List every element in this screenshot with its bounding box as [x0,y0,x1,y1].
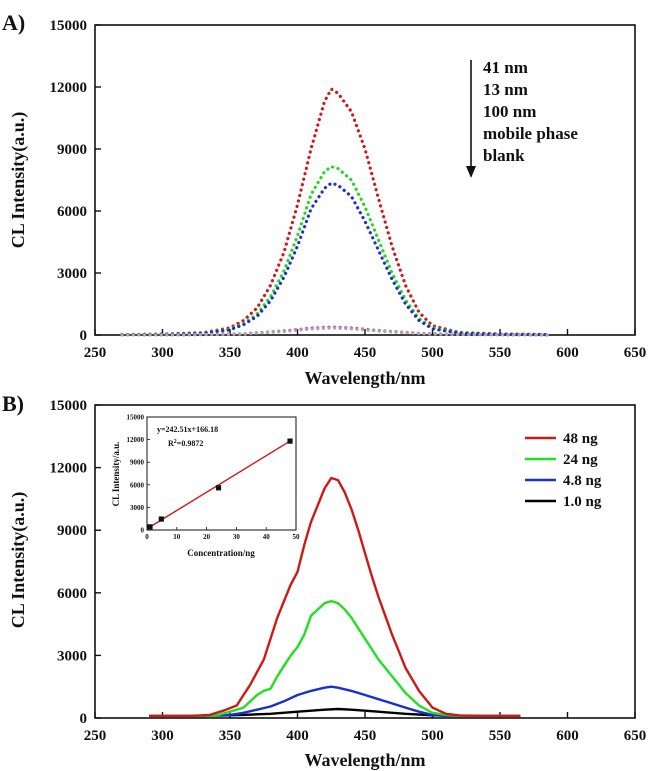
panel-a-annotation: 41 nm 13 nm 100 nm mobile phase blank [483,58,578,165]
panel-b-x-tick-label-0: 250 [84,728,107,744]
annotation-line-100nm: 100 nm [483,102,536,121]
panel-a-label: A) [2,10,25,35]
panel-a-x-tick-label-8: 650 [624,345,647,361]
panel-b-y-axis-title: CL Intensity(a.u.) [8,492,29,629]
panel-b-label: B) [2,391,24,416]
inset-x-tick-label-2: 20 [203,533,211,541]
panel-a-y-axis-title: CL Intensity(a.u.) [8,112,29,249]
inset-r2-sup: 2 [174,439,177,445]
panel-b-y-tick-label-2: 6000 [57,586,87,602]
legend-label-48-ng: 48 ng [563,431,598,447]
panel-b-x-tick-label-6: 550 [489,728,512,744]
panel-a-series-line-2 [120,181,549,337]
inset-y-tick-label-5: 15000 [127,414,145,422]
panel-a-x-tick-label-2: 350 [219,345,242,361]
inset-r2-label: R [168,439,174,448]
panel-a-x-tick-label-3: 400 [286,345,309,361]
inset-y-tick-label-2: 6000 [130,481,145,489]
annotation-line-mobile-phase: mobile phase [483,124,578,143]
inset-y-tick-label-1: 3000 [130,504,145,512]
panel-b-y-tick-label-0: 0 [80,711,88,727]
inset-x-tick-label-5: 50 [293,533,301,541]
inset-point-1 [158,516,164,522]
panel-a-x-tick-label-0: 250 [84,345,107,361]
inset-point-2 [215,485,222,491]
inset-y-tick-label-0: 0 [141,527,145,535]
panel-b-x-tick-label-5: 500 [421,728,444,744]
inset-y-axis-title: CL Intensity/a.u. [111,442,121,507]
panel-a-y-tick-label-2: 6000 [57,204,87,220]
panel-a-plot-frame [94,24,636,336]
panel-b-y-tick-label-4: 12000 [50,461,88,477]
inset-r2-value: =0.9872 [177,439,204,448]
inset-marks [146,438,293,530]
panel-b-series [149,476,521,718]
panel-a-y-tick-label-0: 0 [80,328,88,344]
panel-a-series-line-1 [120,164,549,337]
panel-b-x-tick-label-1: 300 [151,728,174,744]
inset-y-tick-label-3: 9000 [130,459,145,467]
panel-a-series-line-0 [120,86,549,337]
legend-label-1-0-ng: 1.0 ng [563,494,602,510]
panel-a-y-tick-label-1: 3000 [57,266,87,282]
annotation-line-blank: blank [483,146,525,165]
inset-x-tick-label-0: 0 [145,533,149,541]
panel-b-x-axis-title: Wavelength/nm [304,750,425,770]
panel-b-chart: B) 250 300 350 400 450 500 550 600 6500300060009… [2,391,646,770]
panel-b-y-tick-label-3: 9000 [57,523,87,539]
inset-x-axis-title: Concentration/ng [187,548,255,558]
panel-a-x-tick-label-5: 500 [421,345,444,361]
panel-a-x-tick-label-1: 300 [151,345,174,361]
panel-b-series-line-4-8-ng [149,685,521,718]
inset-y-tick-label-4: 12000 [127,436,145,444]
panel-b-x-tick-label-2: 350 [219,728,242,744]
annotation-line-13nm: 13 nm [483,80,528,99]
panel-a-x-tick-label-6: 550 [489,345,512,361]
panel-a-y-tick-label-5: 15000 [50,18,88,34]
panel-a-chart: A) 250 300 350 400 450 500 550 600 650 0 3000 6000 9… [2,10,646,388]
panel-b-x-tick-label-4: 450 [354,728,377,744]
panel-b-ticks: 250 300 350 400 450 500 550 600 6500300060009000… [50,398,647,744]
panel-b-y-tick-label-1: 3000 [57,648,87,664]
panel-a-x-axis-title: Wavelength/nm [304,368,425,388]
panel-a-series [120,86,549,337]
panel-a-ticks: 250 300 350 400 450 500 550 600 650 0 3000 6000 9000… [50,18,647,361]
panel-a-y-tick-label-3: 9000 [57,142,87,158]
inset-fit-equation: y=242.51x+166.18 [157,425,218,434]
inset-point-0 [147,524,153,530]
inset-chart: 0 10 20 30 40 50 0 3000 6000 9000 12000 15000 Conce… [111,414,300,559]
panel-b-legend: 48 ng 24 ng 4.8 ng 1.0 ng [525,431,602,510]
inset-point-3 [287,438,293,444]
panel-b-x-tick-label-3: 400 [286,728,309,744]
inset-fit-line [146,440,291,530]
panel-a-x-tick-label-7: 600 [556,345,579,361]
panel-a-series-line-4 [120,326,549,337]
inset-plot-frame [146,416,297,531]
annotation-line-41nm: 41 nm [483,58,528,77]
legend-label-4-8-ng: 4.8 ng [563,473,602,489]
panel-b-series-line-24-ng [149,599,521,718]
legend-label-24-ng: 24 ng [563,452,598,468]
panel-a-y-tick-label-4: 12000 [50,80,88,96]
panel-b-y-tick-label-5: 15000 [50,398,88,414]
panel-b-x-tick-label-8: 650 [624,728,647,744]
inset-x-tick-label-3: 30 [233,533,241,541]
panel-a-annotation-arrowhead [466,166,476,178]
inset-x-tick-label-1: 10 [173,533,181,541]
inset-ticks: 0 10 20 30 40 50 0 3000 6000 9000 12000 15000 [127,414,301,542]
panel-b-plot-frame [94,404,636,719]
inset-x-tick-label-4: 40 [263,533,271,541]
inset-r-squared: R2=0.9872 [168,439,203,448]
panel-b-x-tick-label-7: 600 [556,728,579,744]
panel-a-x-tick-label-4: 450 [354,345,377,361]
panel-b-series-line-48-ng [149,476,521,718]
